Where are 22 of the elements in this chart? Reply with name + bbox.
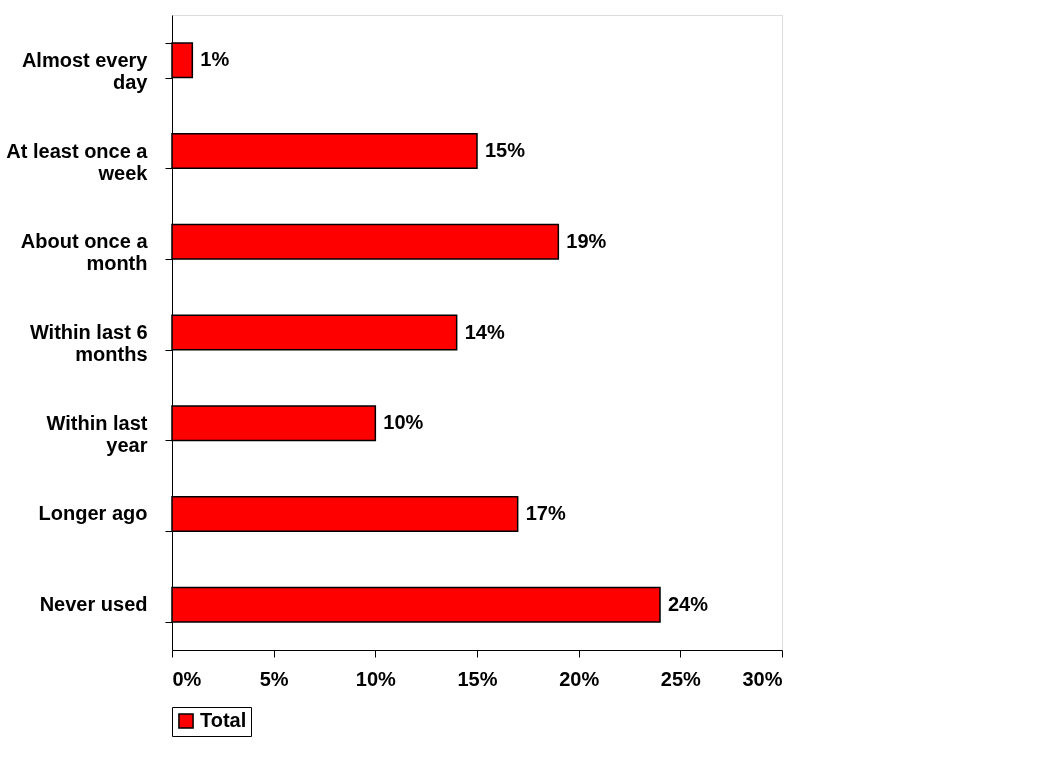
y-tick-label: Within last 6 months	[29, 321, 148, 365]
y-tick-label: Within last year	[46, 411, 148, 456]
x-tick-label: 30%	[742, 667, 783, 690]
x-tick-label: 20%	[559, 667, 600, 690]
data-label: 10%	[383, 411, 424, 434]
y-tick-label: At least once a week	[6, 139, 149, 184]
data-label: 24%	[668, 592, 709, 615]
data-label: 14%	[464, 320, 505, 343]
x-tick-label: 25%	[660, 667, 702, 690]
data-label: 1%	[200, 48, 230, 71]
y-tick-label: Almost every day	[21, 48, 149, 93]
y-tick-label: Longer ago	[38, 502, 148, 525]
x-tick-label: 5%	[259, 667, 289, 690]
data-label: 15%	[485, 139, 526, 162]
y-tick-label: About once a month	[20, 230, 149, 275]
x-tick-label: 0%	[172, 667, 202, 690]
legend-label: Total	[200, 709, 247, 731]
data-label: 19%	[566, 229, 607, 252]
data-label: 17%	[525, 501, 566, 524]
x-tick-label: 10%	[355, 667, 397, 690]
y-tick-label: Never used	[39, 593, 148, 616]
x-tick-label: 15%	[457, 667, 498, 690]
